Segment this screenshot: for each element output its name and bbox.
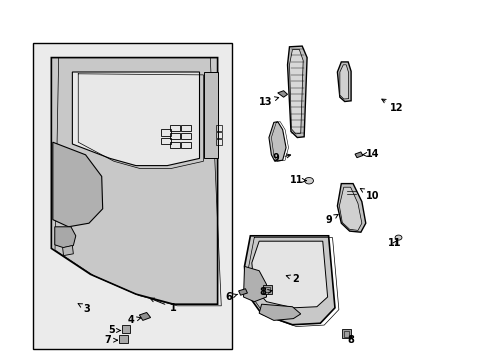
Polygon shape: [62, 246, 73, 256]
Bar: [263, 285, 271, 294]
Text: 6: 6: [225, 292, 237, 302]
Bar: [170, 133, 180, 139]
Polygon shape: [251, 241, 327, 308]
Bar: [264, 287, 269, 292]
Polygon shape: [339, 187, 361, 230]
Bar: [342, 329, 350, 338]
Polygon shape: [51, 58, 217, 304]
Bar: [181, 142, 190, 148]
Bar: [161, 138, 171, 144]
Text: 9: 9: [272, 153, 290, 163]
Polygon shape: [337, 62, 350, 102]
Bar: [33, 43, 232, 349]
Polygon shape: [55, 227, 76, 248]
Text: 4: 4: [127, 315, 141, 325]
Bar: [161, 129, 171, 136]
Text: 7: 7: [104, 335, 117, 345]
Bar: [170, 125, 180, 131]
Text: 11: 11: [387, 238, 401, 248]
Polygon shape: [139, 312, 150, 320]
Text: 5: 5: [108, 325, 121, 336]
Polygon shape: [259, 304, 300, 320]
Text: 9: 9: [325, 215, 337, 225]
Text: 11: 11: [289, 175, 306, 185]
Bar: [181, 125, 190, 131]
Bar: [216, 132, 222, 138]
Text: 12: 12: [381, 99, 403, 113]
Polygon shape: [72, 72, 199, 166]
Polygon shape: [244, 236, 334, 325]
Bar: [122, 325, 130, 333]
Text: 2: 2: [285, 274, 299, 284]
Polygon shape: [238, 289, 247, 295]
Polygon shape: [337, 184, 365, 232]
Bar: [344, 331, 348, 337]
Polygon shape: [354, 152, 362, 158]
Text: 8: 8: [259, 287, 271, 297]
Text: 14: 14: [362, 149, 379, 159]
Polygon shape: [243, 266, 266, 302]
Bar: [216, 125, 222, 131]
Circle shape: [304, 177, 313, 184]
Polygon shape: [277, 91, 287, 97]
Text: 10: 10: [360, 188, 379, 201]
Polygon shape: [268, 122, 285, 161]
Text: 8: 8: [347, 335, 354, 345]
Text: 3: 3: [78, 303, 90, 314]
Circle shape: [394, 235, 401, 240]
Bar: [216, 139, 222, 145]
Text: 1: 1: [150, 298, 177, 313]
Polygon shape: [287, 46, 306, 138]
Polygon shape: [204, 72, 217, 158]
Bar: [119, 335, 128, 343]
Text: 13: 13: [258, 96, 278, 107]
Polygon shape: [339, 65, 348, 99]
Polygon shape: [289, 49, 303, 134]
Polygon shape: [53, 142, 102, 227]
Bar: [170, 142, 180, 148]
Bar: [181, 133, 190, 139]
